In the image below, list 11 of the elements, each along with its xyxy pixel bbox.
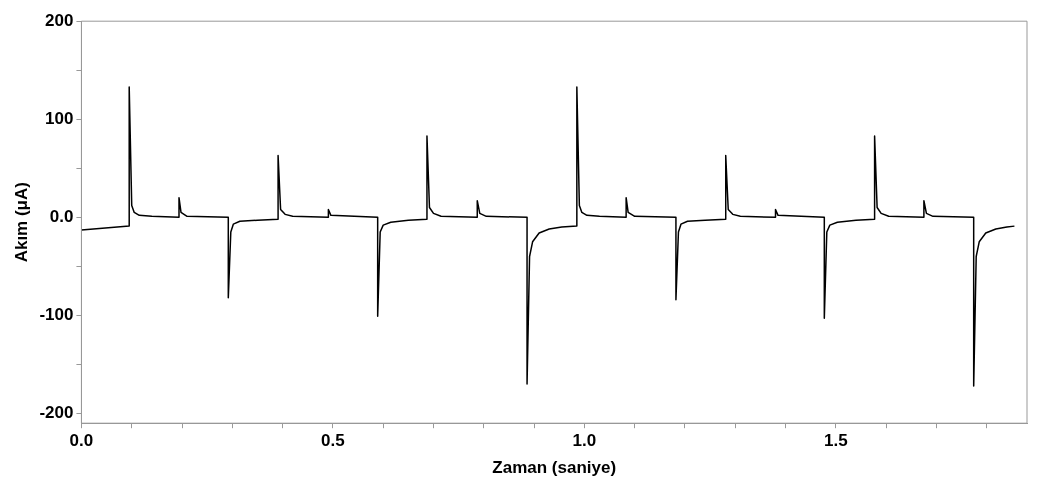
y-tick-label: 200	[45, 10, 74, 30]
x-tick-label: 0.0	[69, 431, 94, 451]
x-tick-label: 1.0	[572, 431, 597, 451]
y-tick-label: -100	[39, 305, 74, 325]
x-axis-title: Zaman (saniye)	[492, 458, 617, 478]
y-tick-label: 100	[45, 108, 74, 128]
y-tick-label: -200	[39, 403, 74, 423]
y-tick-label: 0.0	[49, 206, 74, 226]
y-axis-title: Akım (μA)	[11, 182, 31, 263]
x-tick-label: 0.5	[321, 431, 345, 451]
x-tick-label: 1.5	[824, 431, 848, 451]
